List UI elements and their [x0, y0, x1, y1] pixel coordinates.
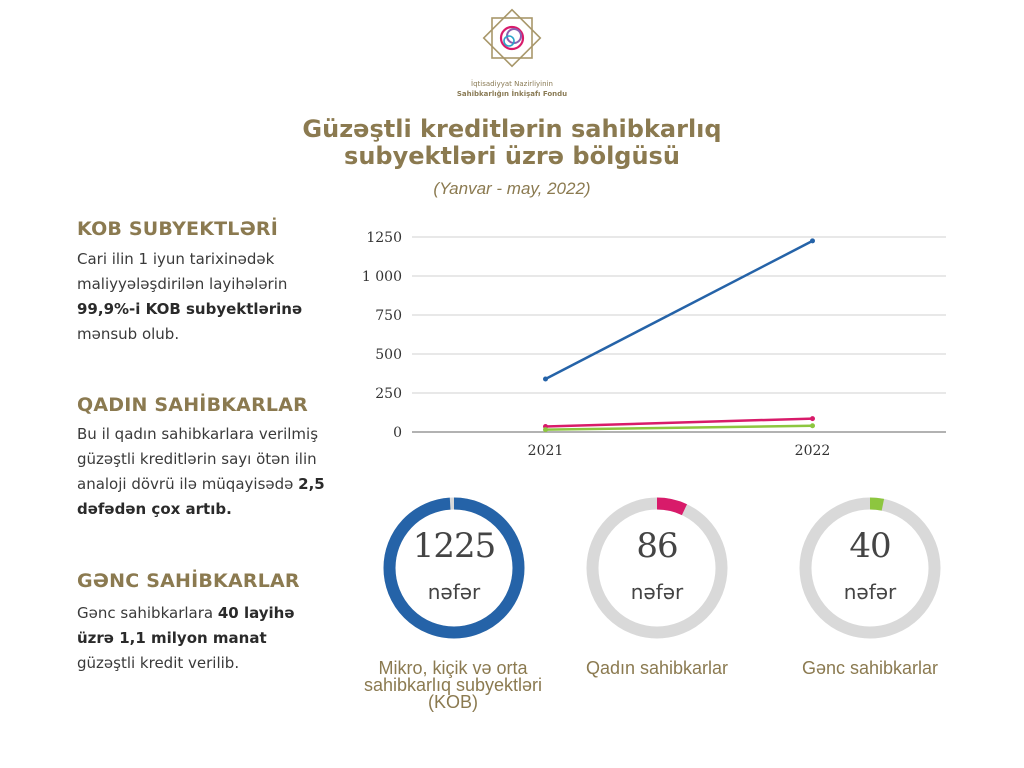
women-text-bold: 2,5 dəfədən çox artıb.	[77, 475, 325, 518]
youth-text: Gənc sahibkarlara 40 layihə üzrə 1,1 mil…	[77, 601, 327, 676]
donut-women-ring	[586, 497, 728, 639]
kob-text-part1: Cari ilin 1 iyun tarixinədək maliyyələşd…	[77, 250, 288, 293]
org-name-line1: İqtisadiyyat Nazirliyinin	[471, 80, 553, 88]
donut-track	[799, 497, 941, 639]
donut-youth-unit: nəfər	[843, 580, 897, 604]
donut-kob-ring	[383, 497, 525, 639]
page-title: Güzəştli kreditlərin sahibkarlıq subyekt…	[262, 116, 762, 170]
kob-text: Cari ilin 1 iyun tarixinədək maliyyələşd…	[77, 247, 327, 347]
y-tick-label: 750	[375, 308, 402, 324]
y-tick-label: 1 000	[362, 269, 402, 285]
y-tick-label: 1250	[366, 230, 402, 246]
series-line-1	[545, 417, 813, 428]
title-line1: Güzəştli kreditlərin sahibkarlıq	[302, 115, 722, 143]
series-point-2	[543, 427, 548, 433]
series-line-0	[544, 239, 814, 381]
fund-logo: İqtisadiyyat Nazirliyinin Sahibkarlığın …	[452, 6, 572, 98]
donut-youth-value: 40	[849, 526, 891, 566]
star-emblem-icon	[482, 8, 542, 68]
donut-youth-ring	[799, 497, 941, 639]
series-point-1	[810, 416, 815, 422]
donut-women-unit: nəfər	[630, 580, 684, 604]
youth-text-part1: Gənc sahibkarlara	[77, 604, 218, 622]
y-tick-label: 0	[393, 425, 402, 441]
org-name-line2: Sahibkarlığın İnkişafı Fondu	[456, 90, 568, 98]
line-chart: 0 250 500 750 1 000 1250 2021 2022	[362, 230, 946, 459]
donut-arc	[383, 497, 525, 639]
donut-arc	[586, 497, 728, 639]
series-line-2	[545, 424, 813, 431]
donut-kob-unit: nəfər	[427, 580, 481, 604]
donut-youth: 40 nəfər	[798, 496, 942, 640]
donut-women: 86 nəfər	[585, 496, 729, 640]
y-tick-label: 500	[375, 347, 402, 363]
x-tick-label: 2021	[528, 443, 564, 459]
y-tick-label: 250	[375, 386, 402, 402]
kob-text-part2: mənsub olub.	[77, 325, 180, 343]
x-tick-label: 2022	[795, 443, 831, 459]
series-point-2	[810, 423, 815, 429]
women-heading: QADIN SAHİBKARLAR	[77, 394, 308, 416]
donut-track	[586, 497, 728, 639]
women-text: Bu il qadın sahibkarlara verilmiş güzəşt…	[77, 422, 327, 522]
youth-text-part2: güzəştli kredit verilib.	[77, 654, 240, 672]
donut-kob-label: Mikro, kiçik və orta sahibkarlıq subyekt…	[363, 658, 543, 712]
donut-kob-value: 1225	[412, 526, 497, 566]
women-text-part1: Bu il qadın sahibkarlara verilmiş güzəşt…	[77, 425, 319, 493]
donut-women-label: Qadın sahibkarlar	[585, 658, 729, 678]
youth-text-bold: 40 layihə üzrə 1,1 milyon manat	[77, 604, 295, 647]
donut-kob: 1225 nəfər	[382, 496, 526, 640]
donut-youth-label: Gənc sahibkarlar	[801, 658, 939, 678]
kob-text-bold: 99,9%-i KOB subyektlərinə	[77, 300, 303, 318]
donut-women-value: 86	[636, 526, 678, 566]
page-subtitle: (Yanvar - may, 2022)	[433, 179, 591, 198]
title-line2: subyektləri üzrə bölgüsü	[344, 142, 680, 170]
series-point-0	[810, 238, 815, 244]
youth-heading: GƏNC SAHİBKARLAR	[77, 570, 300, 592]
donut-arc	[799, 497, 941, 639]
kob-heading: KOB SUBYEKTLƏRİ	[77, 218, 279, 240]
series-point-0	[543, 376, 548, 382]
